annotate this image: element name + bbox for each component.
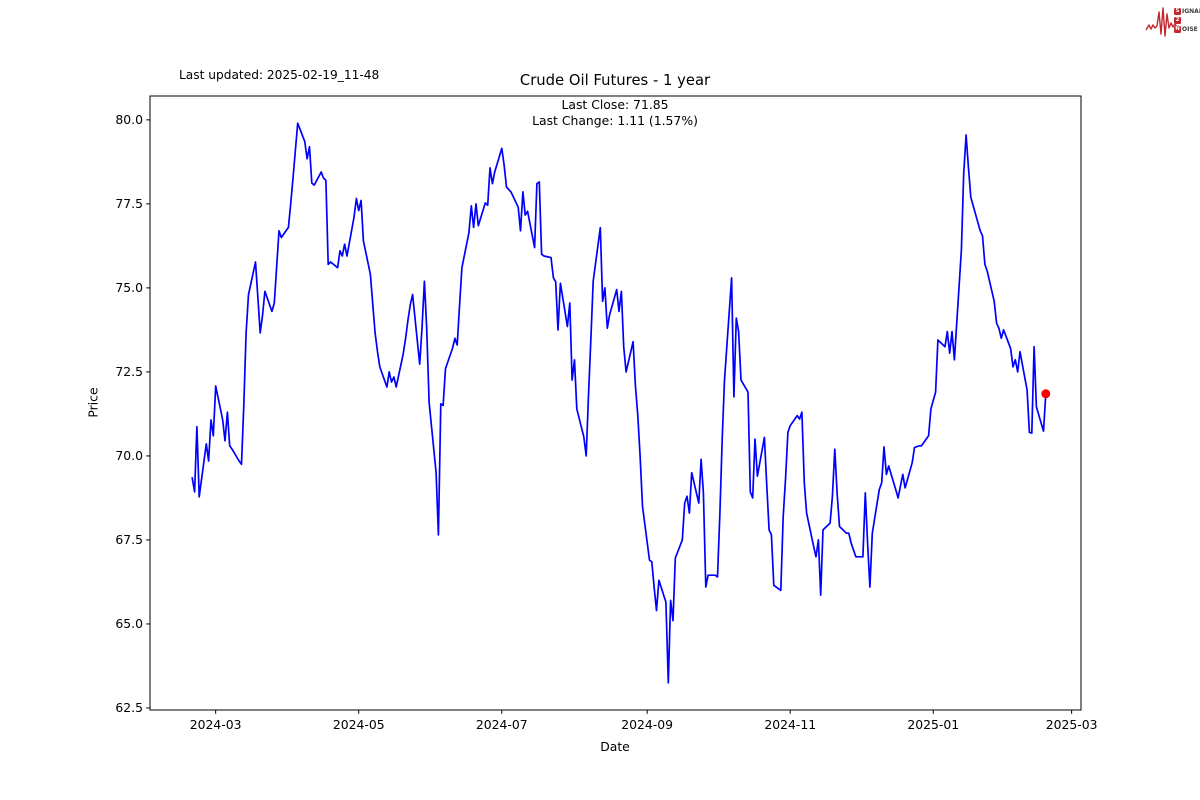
y-tick-label: 72.5 bbox=[115, 363, 143, 379]
x-tick-label: 2024-11 bbox=[764, 717, 817, 732]
x-axis-label: Date bbox=[600, 739, 630, 754]
chart-title: Crude Oil Futures - 1 year bbox=[519, 72, 711, 89]
price-line-series bbox=[191, 122, 1047, 684]
last-close-text: Last Close: 71.85 bbox=[561, 97, 669, 112]
logo-row-noise: N OISE bbox=[1174, 25, 1198, 33]
y-tick-label: 77.5 bbox=[115, 195, 143, 211]
y-tick-label: 80.0 bbox=[115, 111, 143, 127]
x-tick-label: 2024-05 bbox=[332, 717, 385, 732]
y-tick-label: 70.0 bbox=[115, 447, 143, 463]
signal-2-noise-logo: S IGNAL 2 N OISE bbox=[1142, 4, 1200, 44]
logo-text: S IGNAL 2 N OISE bbox=[1174, 7, 1200, 33]
y-tick-label: 67.5 bbox=[115, 531, 143, 547]
x-tick-label: 2025-03 bbox=[1045, 717, 1098, 732]
last-change-text: Last Change: 1.11 (1.57%) bbox=[532, 113, 698, 128]
heartbeat-waveform-icon bbox=[1145, 7, 1180, 37]
last-updated-text: Last updated: 2025-02-19_11-48 bbox=[179, 68, 380, 82]
last-close-marker bbox=[1041, 389, 1051, 399]
y-tick-label: 75.0 bbox=[115, 279, 143, 295]
logo-row-signal: S IGNAL bbox=[1174, 7, 1200, 15]
chart-subtitle: Last Close: 71.85 Last Change: 1.11 (1.5… bbox=[532, 97, 698, 129]
y-axis-label: Price bbox=[85, 387, 101, 418]
plot-border bbox=[149, 95, 1082, 711]
y-tick-label: 65.0 bbox=[115, 615, 143, 631]
logo-row-2: 2 bbox=[1174, 16, 1200, 24]
logo-letter-2: 2 bbox=[1174, 16, 1181, 24]
axis-tick-marks bbox=[146, 119, 1073, 714]
x-tick-label: 2024-07 bbox=[475, 717, 528, 732]
logo-letter-s: S bbox=[1174, 7, 1181, 15]
x-tick-label: 2024-09 bbox=[621, 717, 674, 732]
x-tick-label: 2024-03 bbox=[189, 717, 242, 732]
y-tick-label: 62.5 bbox=[115, 699, 143, 715]
x-tick-label: 2025-01 bbox=[907, 717, 960, 732]
logo-letter-n: N bbox=[1174, 25, 1181, 33]
